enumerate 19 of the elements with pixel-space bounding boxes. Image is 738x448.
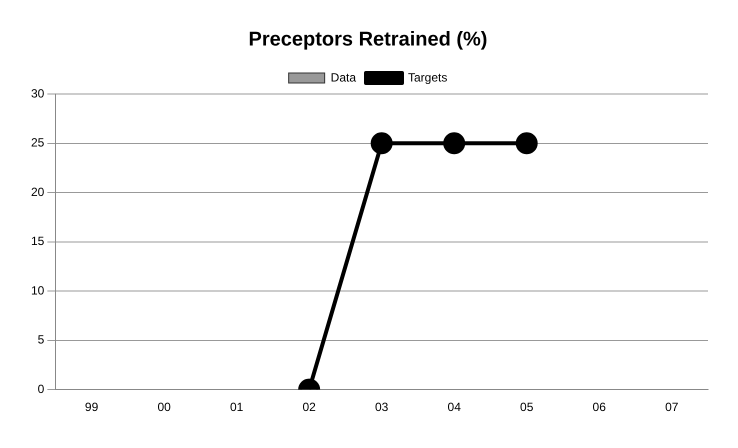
y-tick-label: 15 [30,234,45,248]
legend-label: Targets [408,70,448,84]
x-tick-label: 06 [592,400,606,414]
x-tick-label: 07 [665,400,679,414]
x-tick-label: 02 [302,400,316,414]
legend-label: Data [330,70,356,84]
y-tick-label: 0 [38,382,45,396]
x-tick-label: 01 [230,400,244,414]
y-tick-label: 30 [30,86,45,100]
y-tick-label: 20 [30,184,45,199]
y-tick-label: 25 [30,136,45,150]
y-tick-label: 5 [38,332,45,347]
x-tick-label: 00 [157,400,172,414]
x-tick-label: 03 [374,400,389,414]
x-tick-label: 04 [448,400,462,414]
chart-title: Preceptors Retrained (%) [248,28,488,51]
y-tick-label: 10 [30,283,45,298]
x-tick-label: 05 [520,400,534,414]
x-tick-label: 99 [84,400,99,414]
